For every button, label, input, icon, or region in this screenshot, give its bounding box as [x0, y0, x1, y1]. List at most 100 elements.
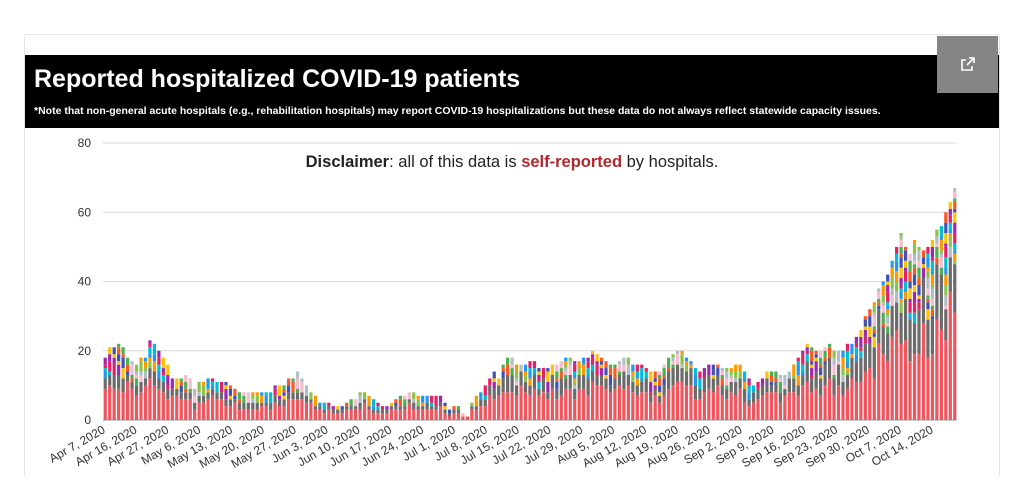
bar-segment [810, 350, 814, 362]
bar-segment [854, 361, 859, 382]
bar-segment [872, 312, 876, 317]
bar-stack [331, 406, 335, 420]
bar-segment [550, 364, 554, 375]
bar-stack [698, 371, 702, 420]
bar-stack [447, 409, 452, 420]
bar-segment [117, 361, 121, 365]
bar-segment [152, 371, 157, 386]
bar-segment [626, 357, 630, 365]
bar-segment [921, 250, 926, 258]
bar-stack [662, 364, 666, 420]
bar-stack [877, 288, 881, 420]
bar-segment [447, 416, 452, 420]
bar-stack [743, 371, 747, 420]
bar-segment [421, 395, 425, 403]
bar-segment [161, 371, 165, 375]
bar-segment [112, 374, 116, 389]
bar-stack [354, 399, 358, 420]
bar-segment [939, 274, 943, 330]
bar-segment [801, 374, 805, 386]
bar-segment [765, 371, 769, 379]
bar-stack [161, 357, 165, 420]
bar-segment [125, 374, 130, 382]
bar-segment [792, 374, 796, 379]
bar-segment [921, 278, 926, 324]
bar-stack [322, 402, 326, 420]
bar-segment [930, 274, 935, 285]
bar-stack [778, 374, 782, 420]
bar-segment [604, 378, 608, 389]
bar-segment [917, 284, 921, 296]
bar-stack [550, 364, 554, 420]
bar-segment [693, 374, 698, 386]
bar-segment [859, 329, 863, 337]
bar-segment [103, 364, 107, 369]
bar-segment [819, 357, 823, 365]
open-external-button[interactable] [937, 36, 998, 93]
bar-segment [237, 392, 241, 400]
bar-segment [944, 212, 948, 223]
bar-segment [166, 399, 170, 420]
bar-segment [389, 409, 393, 420]
bar-segment [349, 399, 353, 407]
bar-segment [255, 402, 259, 410]
bar-segment [725, 385, 729, 389]
bar-segment [251, 399, 255, 403]
bar-segment [152, 361, 157, 372]
bar-stack [859, 329, 863, 420]
bar-segment [886, 361, 890, 420]
bar-segment [908, 302, 912, 313]
bar-segment [863, 336, 867, 344]
bar-segment [845, 374, 850, 389]
bar-segment [492, 371, 496, 379]
bar-segment [877, 288, 881, 292]
bar-segment [903, 271, 908, 282]
bar-segment [501, 378, 505, 393]
bar-segment [376, 406, 380, 410]
bar-segment [573, 371, 577, 375]
bar-segment [497, 395, 501, 420]
bar-segment [881, 284, 885, 296]
bar-segment [295, 378, 300, 389]
bar-segment [903, 340, 908, 420]
bar-stack [407, 392, 411, 420]
bar-segment [108, 354, 112, 362]
bar-segment [716, 368, 720, 375]
bar-segment [631, 381, 635, 393]
bar-segment [152, 354, 157, 362]
bar-segment [814, 354, 818, 358]
bar-segment [474, 406, 478, 410]
bar-segment [246, 409, 250, 420]
bar-stack [219, 381, 224, 420]
bar-segment [890, 336, 894, 420]
bar-segment [939, 226, 943, 237]
bar-segment [130, 388, 134, 420]
bar-segment [729, 381, 733, 393]
bar-segment [662, 364, 666, 369]
bar-segment [774, 371, 778, 379]
bar-segment [358, 409, 362, 420]
bar-segment [184, 388, 188, 393]
bar-segment [224, 388, 228, 400]
bar-segment [868, 368, 872, 420]
bar-segment [845, 361, 850, 369]
bar-segment [716, 364, 720, 369]
bar-segment [926, 357, 930, 420]
bar-segment [278, 406, 282, 420]
bar-stack [644, 368, 648, 420]
bar-stack [716, 364, 720, 421]
bar-stack [117, 343, 121, 420]
bar-segment [747, 378, 751, 382]
bar-segment [698, 388, 702, 400]
bar-stack [385, 406, 389, 420]
bar-segment [206, 388, 210, 393]
bar-segment [903, 267, 908, 272]
bar-segment [385, 409, 389, 414]
bar-segment [590, 381, 595, 420]
bar-stack [930, 239, 935, 420]
bar-stack [358, 392, 362, 420]
bar-segment [246, 392, 250, 403]
bar-segment [935, 257, 939, 265]
bar-segment [108, 371, 112, 375]
bar-segment [769, 381, 774, 386]
